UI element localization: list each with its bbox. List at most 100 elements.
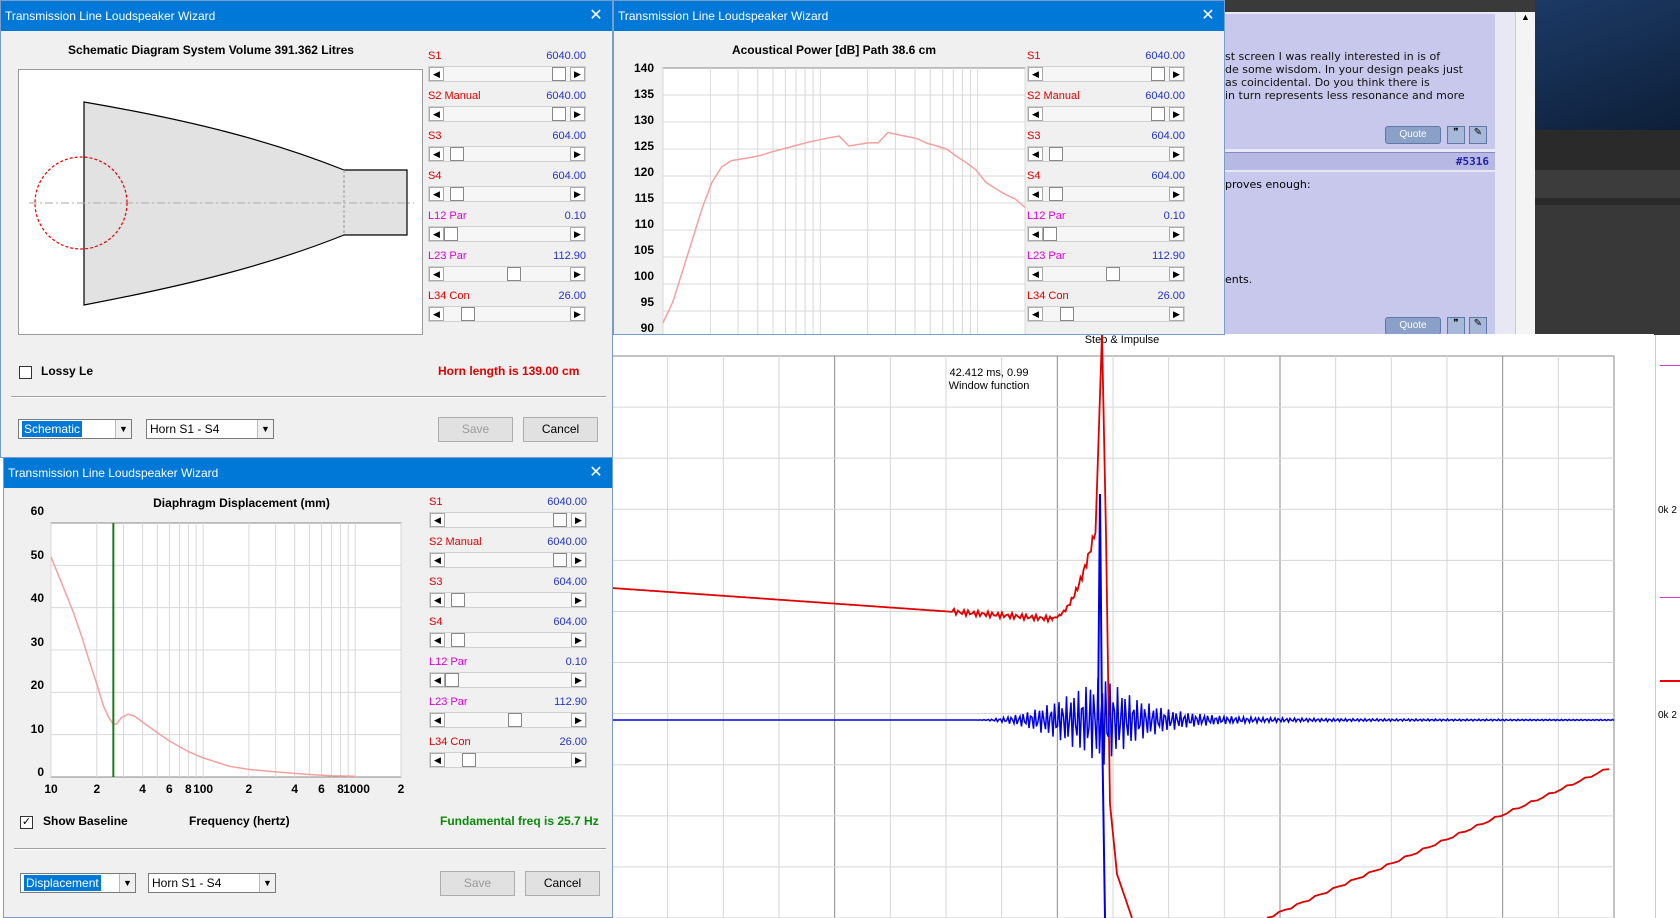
slider-l34[interactable]: ◀ ▶	[429, 752, 587, 768]
arrow-left-icon[interactable]: ◀	[429, 147, 444, 161]
arrow-left-icon[interactable]: ◀	[429, 187, 444, 201]
arrow-right-icon[interactable]: ▶	[570, 307, 585, 321]
slider-l12[interactable]: ◀ ▶	[1027, 226, 1185, 242]
title-bar[interactable]: Transmission Line Loudspeaker Wizard	[1, 1, 612, 31]
slider-thumb[interactable]	[444, 227, 458, 241]
reply-icon[interactable]: ✎	[1469, 317, 1487, 335]
title-bar[interactable]: Transmission Line Loudspeaker Wizard	[4, 458, 612, 488]
save-button[interactable]: Save	[440, 871, 515, 896]
slider-thumb[interactable]	[1151, 107, 1165, 121]
close-icon[interactable]: ✕	[1201, 7, 1215, 24]
slider-thumb[interactable]	[1049, 147, 1063, 161]
slider-thumb[interactable]	[451, 593, 465, 607]
slider-s1[interactable]: ◀ ▶	[429, 512, 587, 528]
arrow-left-icon[interactable]: ◀	[1028, 67, 1043, 81]
horn-select[interactable]: Horn S1 - S4 ▼	[146, 419, 274, 439]
slider-thumb[interactable]	[450, 187, 464, 201]
slider-thumb[interactable]	[553, 513, 567, 527]
arrow-right-icon[interactable]: ▶	[571, 633, 586, 647]
arrow-right-icon[interactable]: ▶	[570, 267, 585, 281]
slider-l23[interactable]: ◀ ▶	[429, 712, 587, 728]
arrow-right-icon[interactable]: ▶	[1169, 107, 1184, 121]
view-select[interactable]: Schematic ▼	[18, 419, 132, 439]
multiquote-icon[interactable]: ❞	[1447, 317, 1465, 335]
cancel-button[interactable]: Cancel	[525, 871, 600, 896]
slider-thumb[interactable]	[450, 147, 464, 161]
arrow-right-icon[interactable]: ▶	[571, 553, 586, 567]
arrow-right-icon[interactable]: ▶	[571, 673, 586, 687]
save-button[interactable]: Save	[438, 417, 513, 442]
arrow-right-icon[interactable]: ▶	[1169, 147, 1184, 161]
arrow-right-icon[interactable]: ▶	[1169, 267, 1184, 281]
slider-thumb[interactable]	[1106, 267, 1120, 281]
close-icon[interactable]: ✕	[589, 464, 603, 481]
arrow-right-icon[interactable]: ▶	[1169, 227, 1184, 241]
post-number-link[interactable]: #5316	[1455, 155, 1489, 168]
title-bar[interactable]: Transmission Line Loudspeaker Wizard	[614, 1, 1224, 31]
slider-l34[interactable]: ◀ ▶	[428, 306, 586, 322]
slider-s2[interactable]: ◀ ▶	[1027, 106, 1185, 122]
show-baseline-checkbox[interactable]: ✓	[20, 816, 33, 829]
arrow-left-icon[interactable]: ◀	[429, 267, 444, 281]
slider-l34[interactable]: ◀ ▶	[1027, 306, 1185, 322]
slider-s4[interactable]: ◀ ▶	[1027, 186, 1185, 202]
slider-s2[interactable]: ◀ ▶	[429, 552, 587, 568]
arrow-right-icon[interactable]: ▶	[570, 107, 585, 121]
slider-thumb[interactable]	[445, 673, 459, 687]
slider-thumb[interactable]	[451, 633, 465, 647]
arrow-left-icon[interactable]: ◀	[430, 553, 445, 567]
close-icon[interactable]: ✕	[589, 7, 603, 24]
slider-thumb[interactable]	[1060, 307, 1074, 321]
arrow-right-icon[interactable]: ▶	[1169, 67, 1184, 81]
arrow-left-icon[interactable]: ◀	[1028, 147, 1043, 161]
arrow-left-icon[interactable]: ◀	[1028, 187, 1043, 201]
slider-thumb[interactable]	[1151, 67, 1165, 81]
slider-s3[interactable]: ◀ ▶	[429, 592, 587, 608]
arrow-right-icon[interactable]: ▶	[570, 227, 585, 241]
arrow-right-icon[interactable]: ▶	[571, 713, 586, 727]
slider-thumb[interactable]	[1049, 187, 1063, 201]
slider-s3[interactable]: ◀ ▶	[428, 146, 586, 162]
slider-l12[interactable]: ◀ ▶	[428, 226, 586, 242]
slider-thumb[interactable]	[507, 267, 521, 281]
arrow-left-icon[interactable]: ◀	[1028, 307, 1043, 321]
arrow-right-icon[interactable]: ▶	[571, 753, 586, 767]
arrow-left-icon[interactable]: ◀	[430, 713, 445, 727]
arrow-right-icon[interactable]: ▶	[570, 187, 585, 201]
slider-s1[interactable]: ◀ ▶	[1027, 66, 1185, 82]
multiquote-icon[interactable]: ❞	[1447, 126, 1465, 144]
forum-scroll-arrow[interactable]: ▲	[1515, 12, 1535, 335]
arrow-right-icon[interactable]: ▶	[571, 593, 586, 607]
arrow-left-icon[interactable]: ◀	[1028, 267, 1043, 281]
slider-s3[interactable]: ◀ ▶	[1027, 146, 1185, 162]
slider-thumb[interactable]	[462, 753, 476, 767]
slider-thumb[interactable]	[553, 553, 567, 567]
arrow-left-icon[interactable]: ◀	[429, 307, 444, 321]
slider-thumb[interactable]	[461, 307, 475, 321]
slider-thumb[interactable]	[508, 713, 522, 727]
arrow-left-icon[interactable]: ◀	[430, 633, 445, 647]
arrow-left-icon[interactable]: ◀	[1028, 107, 1043, 121]
slider-l23[interactable]: ◀ ▶	[1027, 266, 1185, 282]
view-select[interactable]: Displacement ▼	[20, 873, 136, 893]
arrow-left-icon[interactable]: ◀	[1028, 227, 1043, 241]
slider-s1[interactable]: ◀ ▶	[428, 66, 586, 82]
arrow-right-icon[interactable]: ▶	[571, 513, 586, 527]
arrow-left-icon[interactable]: ◀	[430, 673, 445, 687]
quote-button[interactable]: Quote	[1385, 126, 1441, 144]
slider-thumb[interactable]	[552, 107, 566, 121]
slider-s4[interactable]: ◀ ▶	[428, 186, 586, 202]
reply-icon[interactable]: ✎	[1469, 126, 1487, 144]
cancel-button[interactable]: Cancel	[523, 417, 598, 442]
slider-s4[interactable]: ◀ ▶	[429, 632, 587, 648]
slider-thumb[interactable]	[552, 67, 566, 81]
slider-thumb[interactable]	[1043, 227, 1057, 241]
lossy-le-checkbox[interactable]	[19, 366, 32, 379]
horn-select[interactable]: Horn S1 - S4 ▼	[148, 873, 276, 893]
slider-l23[interactable]: ◀ ▶	[428, 266, 586, 282]
arrow-left-icon[interactable]: ◀	[430, 753, 445, 767]
arrow-left-icon[interactable]: ◀	[429, 227, 444, 241]
arrow-left-icon[interactable]: ◀	[430, 593, 445, 607]
arrow-left-icon[interactable]: ◀	[429, 107, 444, 121]
arrow-right-icon[interactable]: ▶	[570, 147, 585, 161]
